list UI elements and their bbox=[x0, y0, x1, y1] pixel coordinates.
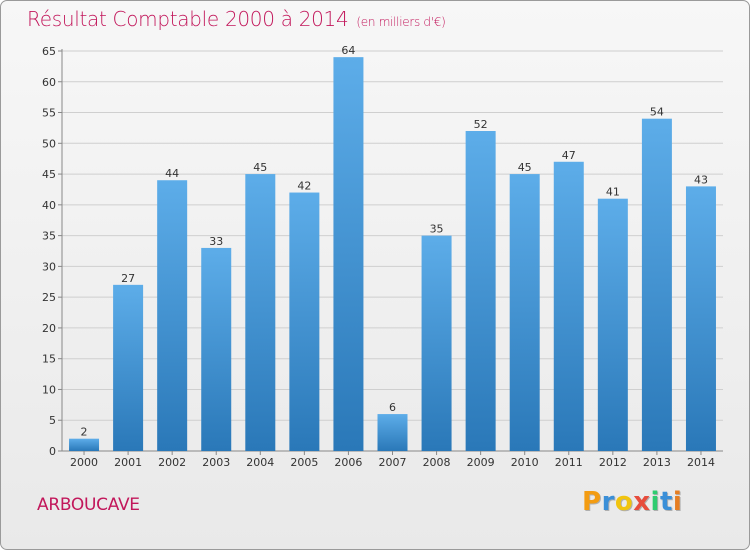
logo-letter: P bbox=[582, 487, 602, 517]
bar-value-label: 64 bbox=[341, 44, 355, 57]
logo-letter: t bbox=[659, 487, 673, 517]
bar bbox=[597, 198, 628, 451]
x-tick-label: 2003 bbox=[202, 456, 230, 469]
chart-title-text: Résultat Comptable 2000 à 2014 bbox=[27, 7, 349, 31]
bar bbox=[509, 174, 540, 452]
bar-value-label: 42 bbox=[297, 180, 311, 193]
y-tick-label: 0 bbox=[49, 445, 56, 458]
x-tick-label: 2004 bbox=[246, 456, 274, 469]
bar bbox=[245, 174, 276, 452]
x-tick-label: 2001 bbox=[114, 456, 142, 469]
y-tick-label: 55 bbox=[42, 107, 56, 120]
x-tick-label: 2013 bbox=[643, 456, 671, 469]
logo-letter: x bbox=[633, 487, 651, 517]
y-tick-label: 65 bbox=[42, 45, 56, 58]
bar-value-label: 45 bbox=[253, 161, 267, 174]
x-tick-label: 2010 bbox=[511, 456, 539, 469]
bar-value-label: 33 bbox=[209, 235, 223, 248]
bar-value-label: 52 bbox=[474, 118, 488, 131]
bar-value-label: 2 bbox=[81, 426, 88, 439]
chart-title: Résultat Comptable 2000 à 2014 (en millie… bbox=[27, 7, 446, 31]
bar-value-label: 41 bbox=[606, 186, 620, 199]
y-tick-label: 35 bbox=[42, 230, 56, 243]
logo-letter: o bbox=[614, 487, 634, 517]
y-tick-label: 40 bbox=[42, 199, 56, 212]
y-tick-label: 10 bbox=[42, 383, 56, 396]
bar bbox=[641, 118, 672, 451]
proxiti-logo[interactable]: Proxiti bbox=[582, 487, 682, 517]
y-tick-label: 30 bbox=[42, 260, 56, 273]
bar bbox=[157, 180, 188, 451]
bar-value-label: 44 bbox=[165, 167, 179, 180]
bar-value-label: 43 bbox=[694, 173, 708, 186]
bar-value-label: 54 bbox=[650, 106, 664, 119]
x-tick-label: 2008 bbox=[423, 456, 451, 469]
bar-value-label: 47 bbox=[562, 149, 576, 162]
bar bbox=[289, 192, 320, 452]
bar bbox=[421, 235, 452, 451]
logo-letter: i bbox=[650, 487, 660, 517]
bar bbox=[685, 186, 716, 451]
bar bbox=[377, 414, 408, 451]
bar bbox=[201, 247, 232, 451]
bar-value-label: 45 bbox=[518, 161, 532, 174]
bar bbox=[465, 131, 496, 451]
bar bbox=[553, 161, 584, 451]
logo-letter: r bbox=[601, 487, 615, 517]
bar bbox=[333, 57, 364, 452]
x-tick-label: 2009 bbox=[467, 456, 495, 469]
y-tick-label: 60 bbox=[42, 76, 56, 89]
x-tick-label: 2002 bbox=[158, 456, 186, 469]
chart-subtitle: (en milliers d'€) bbox=[356, 15, 446, 29]
bar bbox=[69, 438, 100, 451]
y-tick-label: 15 bbox=[42, 353, 56, 366]
x-tick-label: 2012 bbox=[599, 456, 627, 469]
y-tick-label: 5 bbox=[49, 414, 56, 427]
y-tick-label: 25 bbox=[42, 291, 56, 304]
commune-name: ARBOUCAVE bbox=[37, 495, 140, 515]
x-tick-label: 2007 bbox=[379, 456, 407, 469]
x-tick-label: 2000 bbox=[70, 456, 98, 469]
x-tick-label: 2011 bbox=[555, 456, 583, 469]
y-tick-label: 20 bbox=[42, 322, 56, 335]
bar-value-label: 6 bbox=[389, 401, 396, 414]
logo-letter: i bbox=[672, 487, 683, 517]
bar-value-label: 35 bbox=[430, 223, 444, 236]
x-tick-label: 2014 bbox=[687, 456, 715, 469]
bar-value-label: 27 bbox=[121, 272, 135, 285]
x-tick-label: 2005 bbox=[290, 456, 318, 469]
x-tick-label: 2006 bbox=[334, 456, 362, 469]
y-tick-label: 50 bbox=[42, 137, 56, 150]
bar bbox=[113, 284, 144, 451]
y-tick-label: 45 bbox=[42, 168, 56, 181]
